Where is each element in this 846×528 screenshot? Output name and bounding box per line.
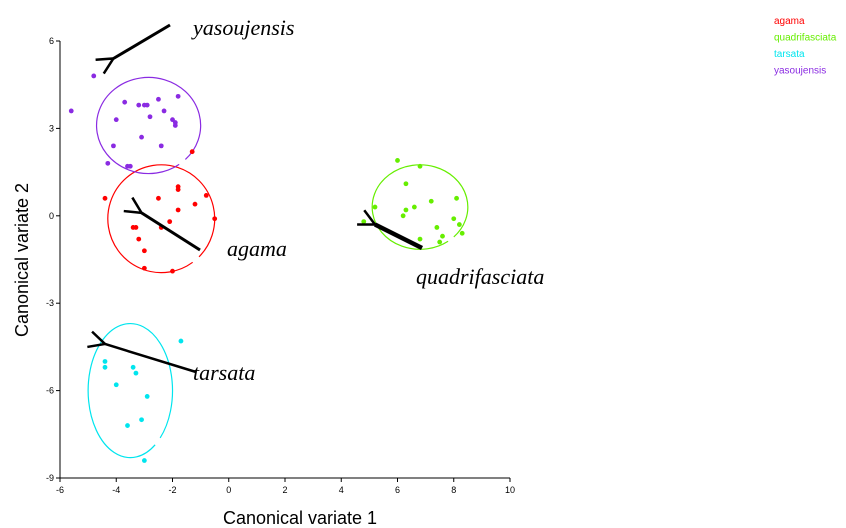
- point-quadrifasciata: [417, 236, 423, 242]
- ellipse-tarsata: [87, 323, 174, 459]
- point-quadrifasciata: [417, 163, 423, 169]
- y-tick-label: -6: [46, 386, 54, 396]
- annotation-arrow: [113, 23, 171, 58]
- point-yasoujensis: [127, 163, 133, 169]
- point-tarsata: [178, 338, 184, 344]
- point-agama: [175, 184, 181, 190]
- annotation-label: quadrifasciata: [416, 264, 544, 289]
- point-yasoujensis: [147, 114, 153, 120]
- point-agama: [167, 219, 173, 225]
- x-tick-label: 8: [451, 485, 456, 495]
- point-tarsata: [102, 364, 108, 370]
- point-agama: [192, 201, 198, 207]
- point-yasoujensis: [139, 134, 144, 140]
- point-quadrifasciata: [459, 230, 465, 236]
- ellipse-agama: [107, 164, 216, 274]
- point-yasoujensis: [113, 117, 119, 123]
- point-agama: [133, 225, 139, 230]
- point-quadrifasciata: [434, 225, 440, 230]
- point-yasoujensis: [172, 123, 178, 128]
- point-yasoujensis: [111, 143, 116, 149]
- y-tick-label: 3: [49, 123, 54, 133]
- annotation-arrow: [105, 344, 197, 374]
- legend-entry-agama: agama: [774, 16, 805, 27]
- point-quadrifasciata: [454, 195, 459, 201]
- y-tick-label: 0: [49, 211, 54, 221]
- y-ticks: -9 -6 -3 0 3 6: [46, 36, 60, 483]
- point-yasoujensis: [91, 73, 97, 79]
- point-agama: [102, 195, 108, 201]
- x-tick-label: 4: [339, 485, 344, 495]
- y-tick-label: 6: [49, 36, 54, 46]
- legend-entry-quadrifasciata: quadrifasciata: [774, 33, 837, 44]
- annotation-label: tarsata: [193, 360, 255, 385]
- point-agama: [136, 236, 142, 242]
- y-tick-label: -3: [46, 298, 54, 308]
- annotation-label: agama: [227, 236, 287, 261]
- point-agama: [175, 207, 181, 213]
- point-agama: [189, 149, 195, 155]
- point-tarsata: [113, 382, 119, 388]
- point-agama: [141, 248, 147, 254]
- point-agama: [141, 265, 147, 271]
- point-yasoujensis: [175, 93, 181, 99]
- point-quadrifasciata: [372, 204, 378, 210]
- point-quadrifasciata: [428, 198, 434, 204]
- point-yasoujensis: [105, 160, 111, 166]
- ellipse-yasoujensis: [96, 76, 202, 175]
- annotation-arrow: [375, 225, 424, 251]
- x-tick-label: -4: [112, 485, 120, 495]
- legend-entry-tarsata: tarsata: [774, 49, 805, 60]
- x-tick-label: 0: [226, 485, 231, 495]
- legend-entry-yasoujensis: yasoujensis: [774, 66, 826, 77]
- point-tarsata: [125, 423, 130, 428]
- point-agama: [212, 216, 218, 222]
- x-tick-label: 2: [282, 485, 287, 495]
- point-tarsata: [144, 394, 150, 399]
- y-tick-label: -9: [46, 473, 54, 483]
- point-yasoujensis: [136, 102, 142, 108]
- point-agama: [203, 193, 209, 198]
- point-quadrifasciata: [403, 181, 409, 187]
- x-ticks: -6 -4 -2 0 2 4 6 8 10: [56, 478, 515, 495]
- point-yasoujensis: [122, 99, 128, 105]
- annotations: yasoujensis agama quadrifasciata tarsata: [105, 15, 544, 385]
- point-quadrifasciata: [437, 239, 443, 245]
- point-quadrifasciata: [456, 222, 462, 227]
- point-tarsata: [102, 359, 108, 364]
- x-tick-label: -6: [56, 485, 64, 495]
- point-yasoujensis: [156, 96, 161, 102]
- point-tarsata: [141, 458, 147, 463]
- point-quadrifasciata: [361, 219, 367, 225]
- point-tarsata: [133, 370, 139, 376]
- legend: agama quadrifasciata tarsata yasoujensis: [774, 16, 837, 77]
- point-yasoujensis: [158, 143, 164, 149]
- ellipse-quadrifasciata: [371, 164, 469, 250]
- x-tick-label: 10: [505, 485, 515, 495]
- point-quadrifasciata: [403, 207, 409, 213]
- point-quadrifasciata: [451, 216, 457, 222]
- annotation-label: yasoujensis: [191, 15, 294, 40]
- point-quadrifasciata: [400, 213, 406, 219]
- point-yasoujensis: [161, 108, 167, 114]
- point-agama: [170, 268, 175, 274]
- point-quadrifasciata: [395, 158, 400, 163]
- point-tarsata: [130, 364, 136, 370]
- x-tick-label: -2: [168, 485, 176, 495]
- annotation-arrow: [142, 213, 201, 252]
- point-yasoujensis: [68, 108, 74, 114]
- point-quadrifasciata: [411, 204, 417, 210]
- point-tarsata: [139, 417, 144, 423]
- y-axis-title: Canonical variate 2: [12, 183, 32, 337]
- x-axis-title: Canonical variate 1: [223, 508, 377, 528]
- point-quadrifasciata: [440, 233, 445, 239]
- x-tick-label: 6: [395, 485, 400, 495]
- data-points: [68, 73, 465, 463]
- point-agama: [156, 195, 161, 201]
- point-yasoujensis: [144, 102, 150, 108]
